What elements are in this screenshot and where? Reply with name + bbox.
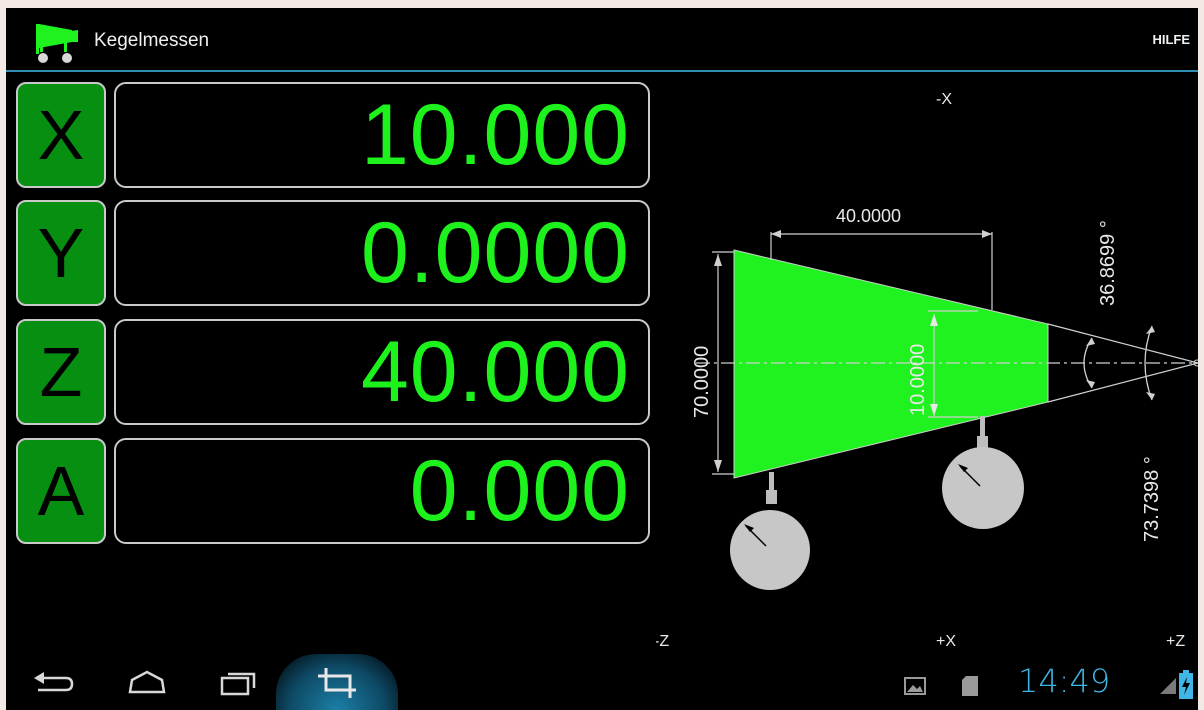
device-screen: Kegelmessen HILFE X 10.000 Y 0.0000 Z 40… [6,8,1198,710]
label-minus-x: -X [936,91,952,108]
home-icon[interactable] [124,664,170,700]
axis-y-value[interactable]: 0.0000 [114,200,650,306]
nav-active-highlight [276,654,398,710]
axis-z-button[interactable]: Z [16,319,106,425]
label-minus-z: -Z [656,633,669,650]
status-clock[interactable]: 14:49 [1018,662,1111,700]
dial-indicator-left [730,472,810,590]
sd-card-notification-icon[interactable] [960,674,980,698]
navigation-bar: 14:49 [6,654,1198,710]
cone-body [733,249,1049,479]
back-icon[interactable] [30,664,76,700]
half-angle-label: 36.8699 ° [1097,220,1119,306]
dial-indicator-right [942,416,1024,529]
axis-x-value[interactable]: 10.000 [114,82,650,188]
axis-row-z: Z 40.000 [16,319,650,427]
cone-drawing: -X +X -Z +Z 40.0000 70.0000 1 [656,91,1198,650]
axis-a-value[interactable]: 0.000 [114,438,650,544]
label-plus-z: +Z [1166,633,1185,650]
length-dimension-label: 40.0000 [836,206,901,226]
axis-y-button[interactable]: Y [16,200,106,306]
axis-a-button[interactable]: A [16,438,106,544]
crop-screenshot-icon[interactable] [314,664,362,700]
signal-icon [1160,678,1176,694]
axis-row-x: X 10.000 [16,82,650,190]
axis-z-value[interactable]: 40.000 [114,319,650,425]
app-title: Kegelmessen [94,30,210,51]
large-diameter-label: 70.0000 [691,346,713,418]
flag-app-icon [36,24,78,63]
help-button[interactable]: HILFE [1152,32,1190,47]
full-angle-label: 73.7398 ° [1141,456,1163,542]
axis-x-button[interactable]: X [16,82,106,188]
action-bar: Kegelmessen HILFE [6,8,1198,72]
battery-charging-icon [1179,670,1193,699]
small-diameter-label: 10.0000 [907,344,929,416]
label-plus-x: +X [936,633,956,650]
gallery-notification-icon[interactable] [904,676,926,696]
axis-row-y: Y 0.0000 [16,200,650,308]
axis-row-a: A 0.000 [16,438,650,546]
recent-apps-icon[interactable] [216,664,262,700]
